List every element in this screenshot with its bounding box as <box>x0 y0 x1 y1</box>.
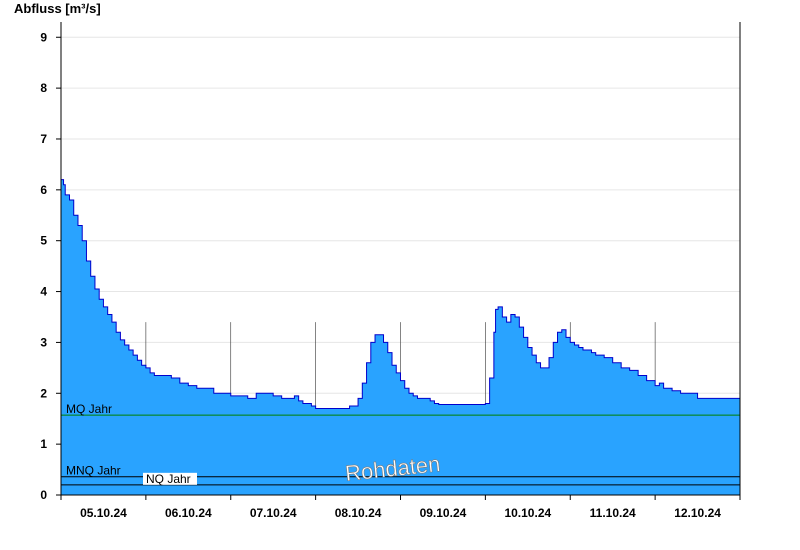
plot-area <box>61 179 740 495</box>
x-tick-label-6: 11.10.24 <box>590 506 636 520</box>
ref-label-mnq: MNQ Jahr <box>66 464 121 478</box>
y-tick-label-2: 2 <box>40 386 47 400</box>
reference-lines: MQ Jahr MNQ Jahr NQ Jahr <box>61 402 740 486</box>
x-tick-label-2: 07.10.24 <box>250 506 297 520</box>
y-tick-label-3: 3 <box>40 335 47 349</box>
y-axis-label: Abfluss [m³/s] <box>14 1 101 16</box>
x-tick-label-1: 06.10.24 <box>165 506 212 520</box>
ref-label-nq-bg <box>143 472 197 485</box>
axes: 0 1 2 3 4 5 6 7 8 9 05.10.24 06.10.24 07.10.24 08.10.… <box>40 22 741 520</box>
ref-label-nq: NQ Jahr <box>146 472 191 486</box>
y-tick-label-1: 1 <box>40 437 47 451</box>
y-tick-label-5: 5 <box>40 234 47 248</box>
y-tick-label-7: 7 <box>40 132 47 146</box>
x-tick-label-3: 08.10.24 <box>335 506 382 520</box>
y-tick-label-6: 6 <box>40 183 47 197</box>
y-tick-label-9: 9 <box>40 30 47 44</box>
x-tick-label-5: 10.10.24 <box>504 506 551 520</box>
x-tick-label-4: 09.10.24 <box>420 506 467 520</box>
y-tick-label-0: 0 <box>40 488 47 502</box>
x-tick-label-7: 12.10.24 <box>674 506 721 520</box>
y-tick-label-4: 4 <box>40 285 47 299</box>
discharge-line <box>61 179 740 410</box>
ref-label-mq: MQ Jahr <box>66 402 112 416</box>
x-tick-label-0: 05.10.24 <box>80 506 127 520</box>
discharge-area <box>61 179 740 495</box>
y-tick-label-8: 8 <box>40 81 47 95</box>
